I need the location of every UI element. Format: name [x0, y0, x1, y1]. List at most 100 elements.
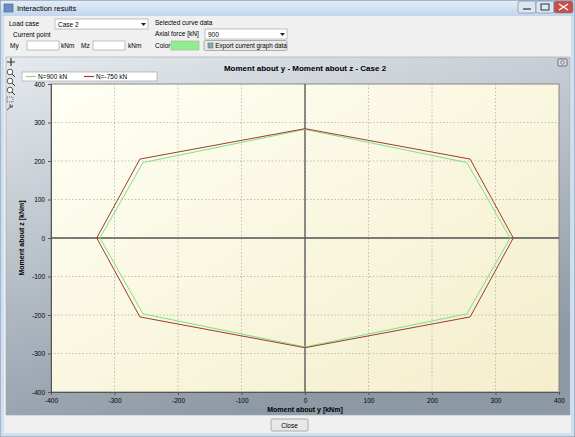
tick-label: -200: [172, 397, 185, 404]
label: Selected curve data: [155, 19, 213, 26]
zoom-handle: [12, 74, 15, 77]
label: Load case: [9, 20, 39, 27]
tick: -300: [32, 350, 51, 357]
combobox[interactable]: [205, 29, 287, 39]
zoom-handle: [12, 92, 15, 95]
legend-box: [22, 72, 157, 81]
tick-mark: [48, 392, 51, 393]
textbox[interactable]: [93, 41, 125, 50]
tick: 100: [364, 392, 375, 404]
label: My: [10, 42, 19, 50]
combobox-value: Case 2: [58, 21, 79, 28]
button-label: Export current graph data: [215, 42, 287, 50]
tick-mark: [305, 392, 306, 395]
tick-label: -300: [32, 350, 45, 357]
tick: 200: [34, 158, 51, 165]
tick: 300: [491, 392, 502, 404]
label: kNm: [128, 42, 141, 49]
tick-label: -300: [108, 397, 121, 404]
tick-label: -100: [32, 273, 45, 280]
toolbar: [7, 58, 15, 110]
minimize-glyph: [523, 8, 531, 9]
tick-mark: [496, 392, 497, 395]
tick-label: 300: [491, 397, 502, 404]
legend-swatch: [26, 76, 36, 77]
dropdown-arrow: [141, 23, 146, 26]
zoom-handle: [12, 83, 15, 86]
tick: -400: [45, 392, 58, 404]
maximize-button[interactable]: [536, 1, 554, 13]
tick-mark: [115, 392, 116, 395]
tick-label: 0: [41, 235, 45, 242]
maximize-glyph: [541, 4, 549, 10]
tick: 200: [427, 392, 438, 404]
zoom-tool[interactable]: [7, 78, 13, 84]
tick-mark: [48, 277, 51, 278]
camera-button[interactable]: [558, 59, 567, 66]
axis-line: [48, 85, 52, 393]
client-area: [4, 16, 571, 433]
zoom-tool[interactable]: [7, 87, 13, 93]
color-swatch[interactable]: [171, 41, 199, 50]
tick: -100: [235, 392, 248, 404]
label: kNm: [61, 42, 74, 49]
tick-label: 200: [427, 397, 438, 404]
close-button[interactable]: [271, 419, 308, 431]
reset-tool[interactable]: [7, 104, 13, 110]
series-line: [100, 129, 510, 347]
close-glyph: [559, 4, 568, 10]
tick: -200: [32, 312, 51, 319]
tick-mark: [48, 354, 51, 355]
grid: [51, 84, 559, 392]
legend-swatch: [84, 76, 94, 77]
window-frame: [0, 0, 575, 437]
zero-line: [51, 237, 559, 238]
legend: N=900 kN N=-750 kN: [22, 72, 157, 81]
window-icon: [4, 4, 13, 12]
select-tool[interactable]: [7, 97, 13, 102]
pan-tool[interactable]: [7, 58, 15, 66]
tick: 400: [34, 81, 51, 88]
tick-label: 100: [364, 397, 375, 404]
dropdown-arrow: [280, 33, 285, 36]
tick-label: 400: [554, 397, 565, 404]
button-label: Close: [281, 422, 298, 429]
tick-label: -400: [45, 397, 58, 404]
tick-mark: [48, 84, 51, 85]
tick: -400: [32, 389, 51, 396]
button-icon: [208, 43, 213, 48]
label: Mz: [81, 42, 90, 49]
close-window-button[interactable]: [554, 1, 573, 13]
chart-panel: [6, 57, 570, 415]
combobox[interactable]: [55, 19, 148, 29]
tick-mark: [559, 392, 560, 395]
textbox[interactable]: [27, 41, 59, 50]
x-axis: -400-300-200-1000100200300400: [45, 392, 565, 404]
tick-label: -400: [32, 389, 45, 396]
window-title: Interaction results: [17, 4, 76, 13]
zoom-tool[interactable]: [7, 69, 13, 75]
chart-title: Moment about y - Moment about z - Case 2: [224, 64, 387, 73]
series-group: [97, 129, 514, 348]
tick-mark: [178, 392, 179, 395]
grid-line: [51, 238, 559, 239]
button[interactable]: [204, 41, 287, 51]
tick-mark: [242, 392, 243, 395]
legend-label: N=-750 kN: [96, 73, 128, 80]
tick: -100: [32, 273, 51, 280]
y-axis-title: Moment about z [kNm]: [18, 200, 26, 275]
combobox-value: 900: [208, 31, 219, 38]
minimize-button[interactable]: [518, 1, 536, 13]
tick: 400: [554, 392, 565, 404]
title-bar: [1, 1, 574, 16]
tick-label: 300: [34, 119, 45, 126]
tick-mark: [432, 392, 433, 395]
tick-mark: [48, 200, 51, 201]
legend-label: N=900 kN: [38, 73, 67, 80]
label: Current point: [13, 31, 51, 39]
x-axis-title: Moment about y [kNm]: [267, 406, 342, 414]
tick-label: 100: [34, 196, 45, 203]
tick-label: 200: [34, 158, 45, 165]
plot-area: [51, 84, 559, 392]
label: Color: [155, 42, 171, 49]
